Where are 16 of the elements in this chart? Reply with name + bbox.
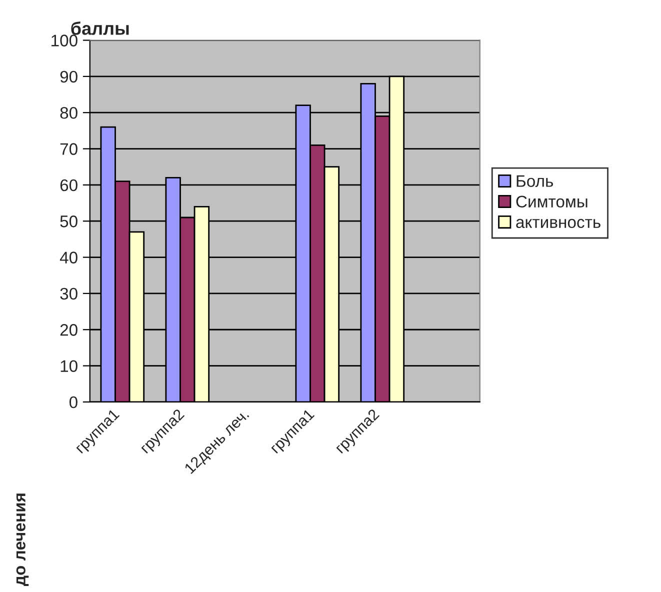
y-tick-label: 20 <box>60 324 78 336</box>
y-tick-label: 100 <box>52 34 78 46</box>
y-tick-label: 40 <box>60 252 78 264</box>
text: до лечения <box>16 494 29 586</box>
legend-label: Боль <box>516 175 554 187</box>
y-tick-label: 60 <box>60 179 78 192</box>
y-tick-label: 80 <box>60 107 78 119</box>
y-tick-label: 10 <box>60 360 78 372</box>
legend-label: активность <box>516 218 600 228</box>
y-tick-label: 0 <box>69 396 78 408</box>
y-tick-label: 70 <box>60 143 78 155</box>
legend-label: Симтомы <box>516 196 588 208</box>
y-tick-label: 90 <box>60 70 78 83</box>
y-tick-label: 50 <box>60 216 78 228</box>
y-tick-label: 30 <box>60 288 78 300</box>
y-axis-title: баллы <box>71 21 129 35</box>
